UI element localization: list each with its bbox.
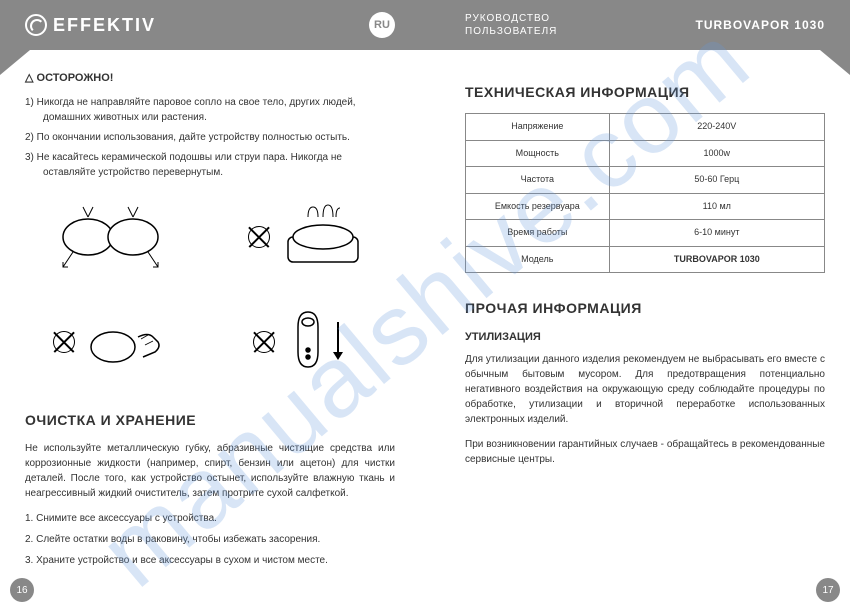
- spec-value: 1000w: [609, 140, 824, 167]
- corner-decoration-right: [820, 50, 850, 75]
- header-right-section: РУКОВОДСТВО ПОЛЬЗОВАТЕЛЯ TURBOVAPOR 1030: [425, 12, 850, 38]
- header-left-section: EFFEKTIV RU: [0, 12, 425, 38]
- manual-subtitle: РУКОВОДСТВО ПОЛЬЗОВАТЕЛЯ: [465, 12, 557, 38]
- page-right: ТЕХНИЧЕСКАЯ ИНФОРМАЦИЯ Напряжение220-240…: [425, 50, 850, 612]
- spec-value: 6-10 минут: [609, 220, 824, 247]
- spec-label: Модель: [466, 246, 610, 273]
- table-row: Емкость резервуара110 мл: [466, 193, 825, 220]
- cleaning-heading: ОЧИСТКА И ХРАНЕНИЕ: [25, 410, 395, 431]
- warning-heading: ОСТОРОЖНО!: [25, 70, 395, 87]
- diagram-cool-down: [233, 195, 383, 280]
- product-name: TURBOVAPOR 1030: [696, 18, 825, 32]
- table-row: Мощность1000w: [466, 140, 825, 167]
- prohibition-icon: [253, 331, 275, 353]
- subtitle-line2: ПОЛЬЗОВАТЕЛЯ: [465, 25, 557, 38]
- diagram-no-touch: [38, 300, 188, 385]
- cleaning-paragraph: Не используйте металлическую губку, абра…: [25, 441, 395, 501]
- other-info-heading: ПРОЧАЯ ИНФОРМАЦИЯ: [465, 298, 825, 319]
- spec-label: Напряжение: [466, 114, 610, 141]
- brand-name: EFFEKTIV: [53, 15, 156, 36]
- spec-label: Мощность: [466, 140, 610, 167]
- diagram-grid: [25, 195, 395, 385]
- warning-item: 1) Никогда не направляйте паровое сопло …: [25, 95, 395, 125]
- tech-info-heading: ТЕХНИЧЕСКАЯ ИНФОРМАЦИЯ: [465, 82, 825, 103]
- language-badge: RU: [369, 12, 395, 38]
- table-row: Время работы6-10 минут: [466, 220, 825, 247]
- corner-decoration-left: [0, 50, 30, 75]
- prohibition-icon: [53, 331, 75, 353]
- spec-value: 50-60 Герц: [609, 167, 824, 194]
- disposal-heading: УТИЛИЗАЦИЯ: [465, 329, 825, 346]
- logo-icon: [25, 14, 47, 36]
- subtitle-line1: РУКОВОДСТВО: [465, 12, 557, 25]
- diagram-no-aim-body: [38, 195, 188, 280]
- cleaning-step: 2. Слейте остатки воды в раковину, чтобы…: [25, 532, 395, 547]
- warranty-paragraph: При возникновении гарантийных случаев - …: [465, 437, 825, 467]
- table-row: МодельTURBOVAPOR 1030: [466, 246, 825, 273]
- prohibition-icon: [248, 226, 270, 248]
- cleaning-step: 1. Снимите все аксессуары с устройства.: [25, 511, 395, 526]
- brand-logo: EFFEKTIV: [25, 14, 156, 36]
- page-spread: ОСТОРОЖНО! 1) Никогда не направляйте пар…: [0, 50, 850, 612]
- spec-label: Время работы: [466, 220, 610, 247]
- table-row: Частота50-60 Герц: [466, 167, 825, 194]
- page-number-left: 16: [10, 578, 34, 602]
- spec-label: Частота: [466, 167, 610, 194]
- warning-item: 2) По окончании использования, дайте уст…: [25, 130, 395, 145]
- spec-value: 110 мл: [609, 193, 824, 220]
- diagram-no-invert: [233, 300, 383, 385]
- spec-label: Емкость резервуара: [466, 193, 610, 220]
- disposal-paragraph: Для утилизации данного изделия рекоменду…: [465, 352, 825, 427]
- spec-value: 220-240V: [609, 114, 824, 141]
- table-row: Напряжение220-240V: [466, 114, 825, 141]
- tech-spec-table: Напряжение220-240V Мощность1000w Частота…: [465, 113, 825, 273]
- cleaning-steps: 1. Снимите все аксессуары с устройства. …: [25, 511, 395, 568]
- page-left: ОСТОРОЖНО! 1) Никогда не направляйте пар…: [0, 50, 425, 612]
- spec-value: TURBOVAPOR 1030: [609, 246, 824, 273]
- header-bar: EFFEKTIV RU РУКОВОДСТВО ПОЛЬЗОВАТЕЛЯ TUR…: [0, 0, 850, 50]
- page-number-right: 17: [816, 578, 840, 602]
- warning-list: 1) Никогда не направляйте паровое сопло …: [25, 95, 395, 180]
- warning-item: 3) Не касайтесь керамической подошвы или…: [25, 150, 395, 180]
- cleaning-step: 3. Храните устройство и все аксессуары в…: [25, 553, 395, 568]
